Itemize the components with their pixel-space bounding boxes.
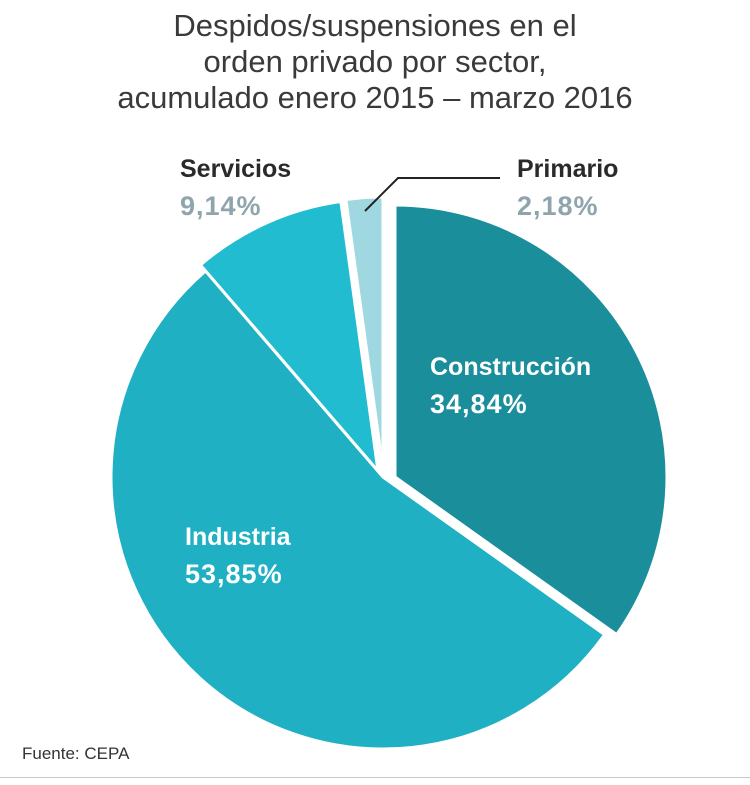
slice-label-servicios: Servicios (180, 155, 291, 183)
pie-slice-primario (344, 195, 385, 470)
bottom-divider (0, 777, 750, 778)
pie-slice-servicios (198, 199, 381, 476)
title-line-3: acumulado enero 2015 – marzo 2016 (117, 80, 633, 115)
slice-label-industria: Industria (185, 523, 292, 551)
slice-value-construccion: 34,84% (430, 389, 528, 419)
slice-value-primario: 2,18% (517, 191, 599, 221)
source-note: Fuente: CEPA (22, 744, 130, 763)
title-line-2: orden privado por sector, (203, 44, 547, 79)
pie-slice-industria (109, 268, 607, 751)
slice-value-servicios: 9,14% (180, 191, 262, 221)
slice-label-construccion: Construcción (430, 353, 591, 381)
slice-label-primario: Primario (517, 155, 618, 183)
pie-slice-construccion (393, 203, 669, 637)
title-line-1: Despidos/suspensiones en el (173, 8, 577, 43)
chart-title: Despidos/suspensiones en el orden privad… (0, 8, 750, 116)
primario-leader-line (364, 177, 500, 212)
slice-value-industria: 53,85% (185, 559, 283, 589)
